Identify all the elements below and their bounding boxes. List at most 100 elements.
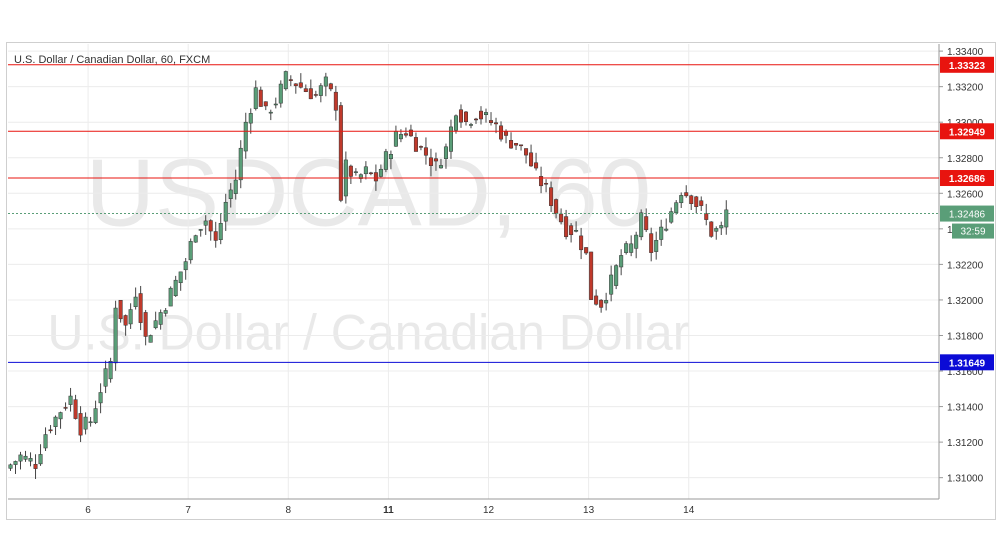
candle-down bbox=[143, 312, 148, 337]
candle-up bbox=[443, 146, 448, 159]
candle-up bbox=[193, 235, 198, 243]
y-tick-label: 1.31000 bbox=[947, 474, 984, 485]
candle-up bbox=[273, 103, 278, 106]
candle-up bbox=[609, 274, 614, 295]
candle-up bbox=[318, 85, 323, 96]
x-tick-label: 14 bbox=[683, 505, 695, 516]
candle-up bbox=[28, 458, 33, 462]
candle-down bbox=[48, 429, 53, 432]
candle-down bbox=[33, 464, 38, 469]
candle-up bbox=[629, 243, 634, 253]
candle-down bbox=[313, 94, 318, 96]
candle-down bbox=[529, 152, 534, 167]
candle-up bbox=[38, 454, 43, 465]
candle-up bbox=[233, 179, 238, 194]
last-price-box bbox=[940, 205, 994, 222]
candle-down bbox=[463, 111, 468, 123]
candle-up bbox=[248, 113, 253, 124]
level-label: 1.32949 bbox=[949, 127, 986, 138]
candle-down bbox=[559, 213, 564, 223]
candle-up bbox=[383, 151, 388, 170]
candle-up bbox=[13, 461, 18, 465]
candle-up bbox=[153, 320, 158, 329]
chart-title: U.S. Dollar / Canadian Dollar, 60, FXCM bbox=[14, 54, 211, 66]
candle-down bbox=[258, 89, 263, 107]
y-tick-label: 1.33400 bbox=[947, 47, 984, 58]
candle-down bbox=[413, 137, 418, 152]
candle-up bbox=[23, 455, 28, 460]
candle-up bbox=[113, 307, 118, 364]
candle-up bbox=[669, 211, 674, 223]
candle-up bbox=[53, 416, 58, 427]
candle-up bbox=[438, 165, 443, 169]
candle-up bbox=[624, 243, 629, 253]
candle-up bbox=[238, 147, 243, 181]
candle-up bbox=[8, 464, 13, 469]
candle-up bbox=[604, 300, 609, 304]
candle-down bbox=[569, 225, 574, 236]
candle-down bbox=[539, 176, 544, 187]
candle-down bbox=[644, 216, 649, 231]
countdown-box bbox=[952, 223, 994, 239]
candle-down bbox=[479, 110, 484, 120]
candle-down bbox=[433, 158, 438, 162]
candle-down bbox=[704, 213, 709, 220]
candle-down bbox=[589, 251, 594, 300]
candle-up bbox=[714, 228, 719, 232]
candle-down bbox=[123, 315, 128, 326]
candle-down bbox=[649, 233, 654, 253]
candle-up bbox=[253, 87, 258, 109]
candle-down bbox=[298, 82, 303, 88]
y-tick-label: 1.33200 bbox=[947, 83, 984, 94]
candle-down bbox=[519, 144, 524, 147]
candle-up bbox=[619, 255, 624, 268]
candle-down bbox=[333, 91, 338, 111]
candle-down bbox=[118, 299, 123, 320]
watermark-name: U.S. Dollar / Canadian Dollar bbox=[47, 305, 689, 361]
candle-down bbox=[709, 221, 714, 237]
candle-up bbox=[218, 223, 223, 240]
candle-down bbox=[213, 231, 218, 241]
candle-down bbox=[504, 131, 509, 136]
candle-down bbox=[208, 220, 213, 232]
candle-down bbox=[263, 101, 268, 107]
candle-up bbox=[163, 310, 168, 314]
candle-down bbox=[368, 172, 373, 175]
candle-down bbox=[514, 143, 519, 146]
candle-down bbox=[579, 235, 584, 251]
candle-up bbox=[203, 220, 208, 226]
candle-up bbox=[659, 226, 664, 240]
candle-up bbox=[58, 412, 63, 420]
candle-up bbox=[614, 265, 619, 286]
candle-up bbox=[133, 296, 138, 307]
candle-up bbox=[639, 212, 644, 238]
candle-down bbox=[499, 125, 504, 140]
candle-up bbox=[168, 287, 173, 307]
candle-down bbox=[338, 105, 343, 201]
candle-down bbox=[489, 120, 494, 124]
candle-up bbox=[634, 234, 639, 249]
candle-down bbox=[534, 162, 539, 169]
candle-down bbox=[694, 196, 699, 207]
candle-down bbox=[308, 88, 313, 100]
candle-up bbox=[388, 154, 393, 160]
candle-up bbox=[283, 71, 288, 90]
level-label: 1.32686 bbox=[949, 174, 986, 185]
candle-up bbox=[158, 312, 163, 325]
candle-up bbox=[18, 454, 23, 462]
candle-up bbox=[88, 421, 93, 424]
candle-up bbox=[148, 335, 153, 343]
candle-down bbox=[458, 109, 463, 123]
x-tick-label: 7 bbox=[185, 505, 191, 516]
candle-down bbox=[403, 133, 408, 136]
candle-up bbox=[278, 83, 283, 104]
x-tick-label: 11 bbox=[383, 505, 394, 516]
candle-up bbox=[484, 112, 489, 116]
candle-up bbox=[243, 121, 248, 152]
candle-up bbox=[378, 168, 383, 177]
candle-up bbox=[468, 124, 473, 126]
candle-up bbox=[68, 395, 73, 405]
candle-up bbox=[353, 171, 358, 173]
candle-up bbox=[83, 416, 88, 430]
candle-up bbox=[108, 361, 113, 380]
